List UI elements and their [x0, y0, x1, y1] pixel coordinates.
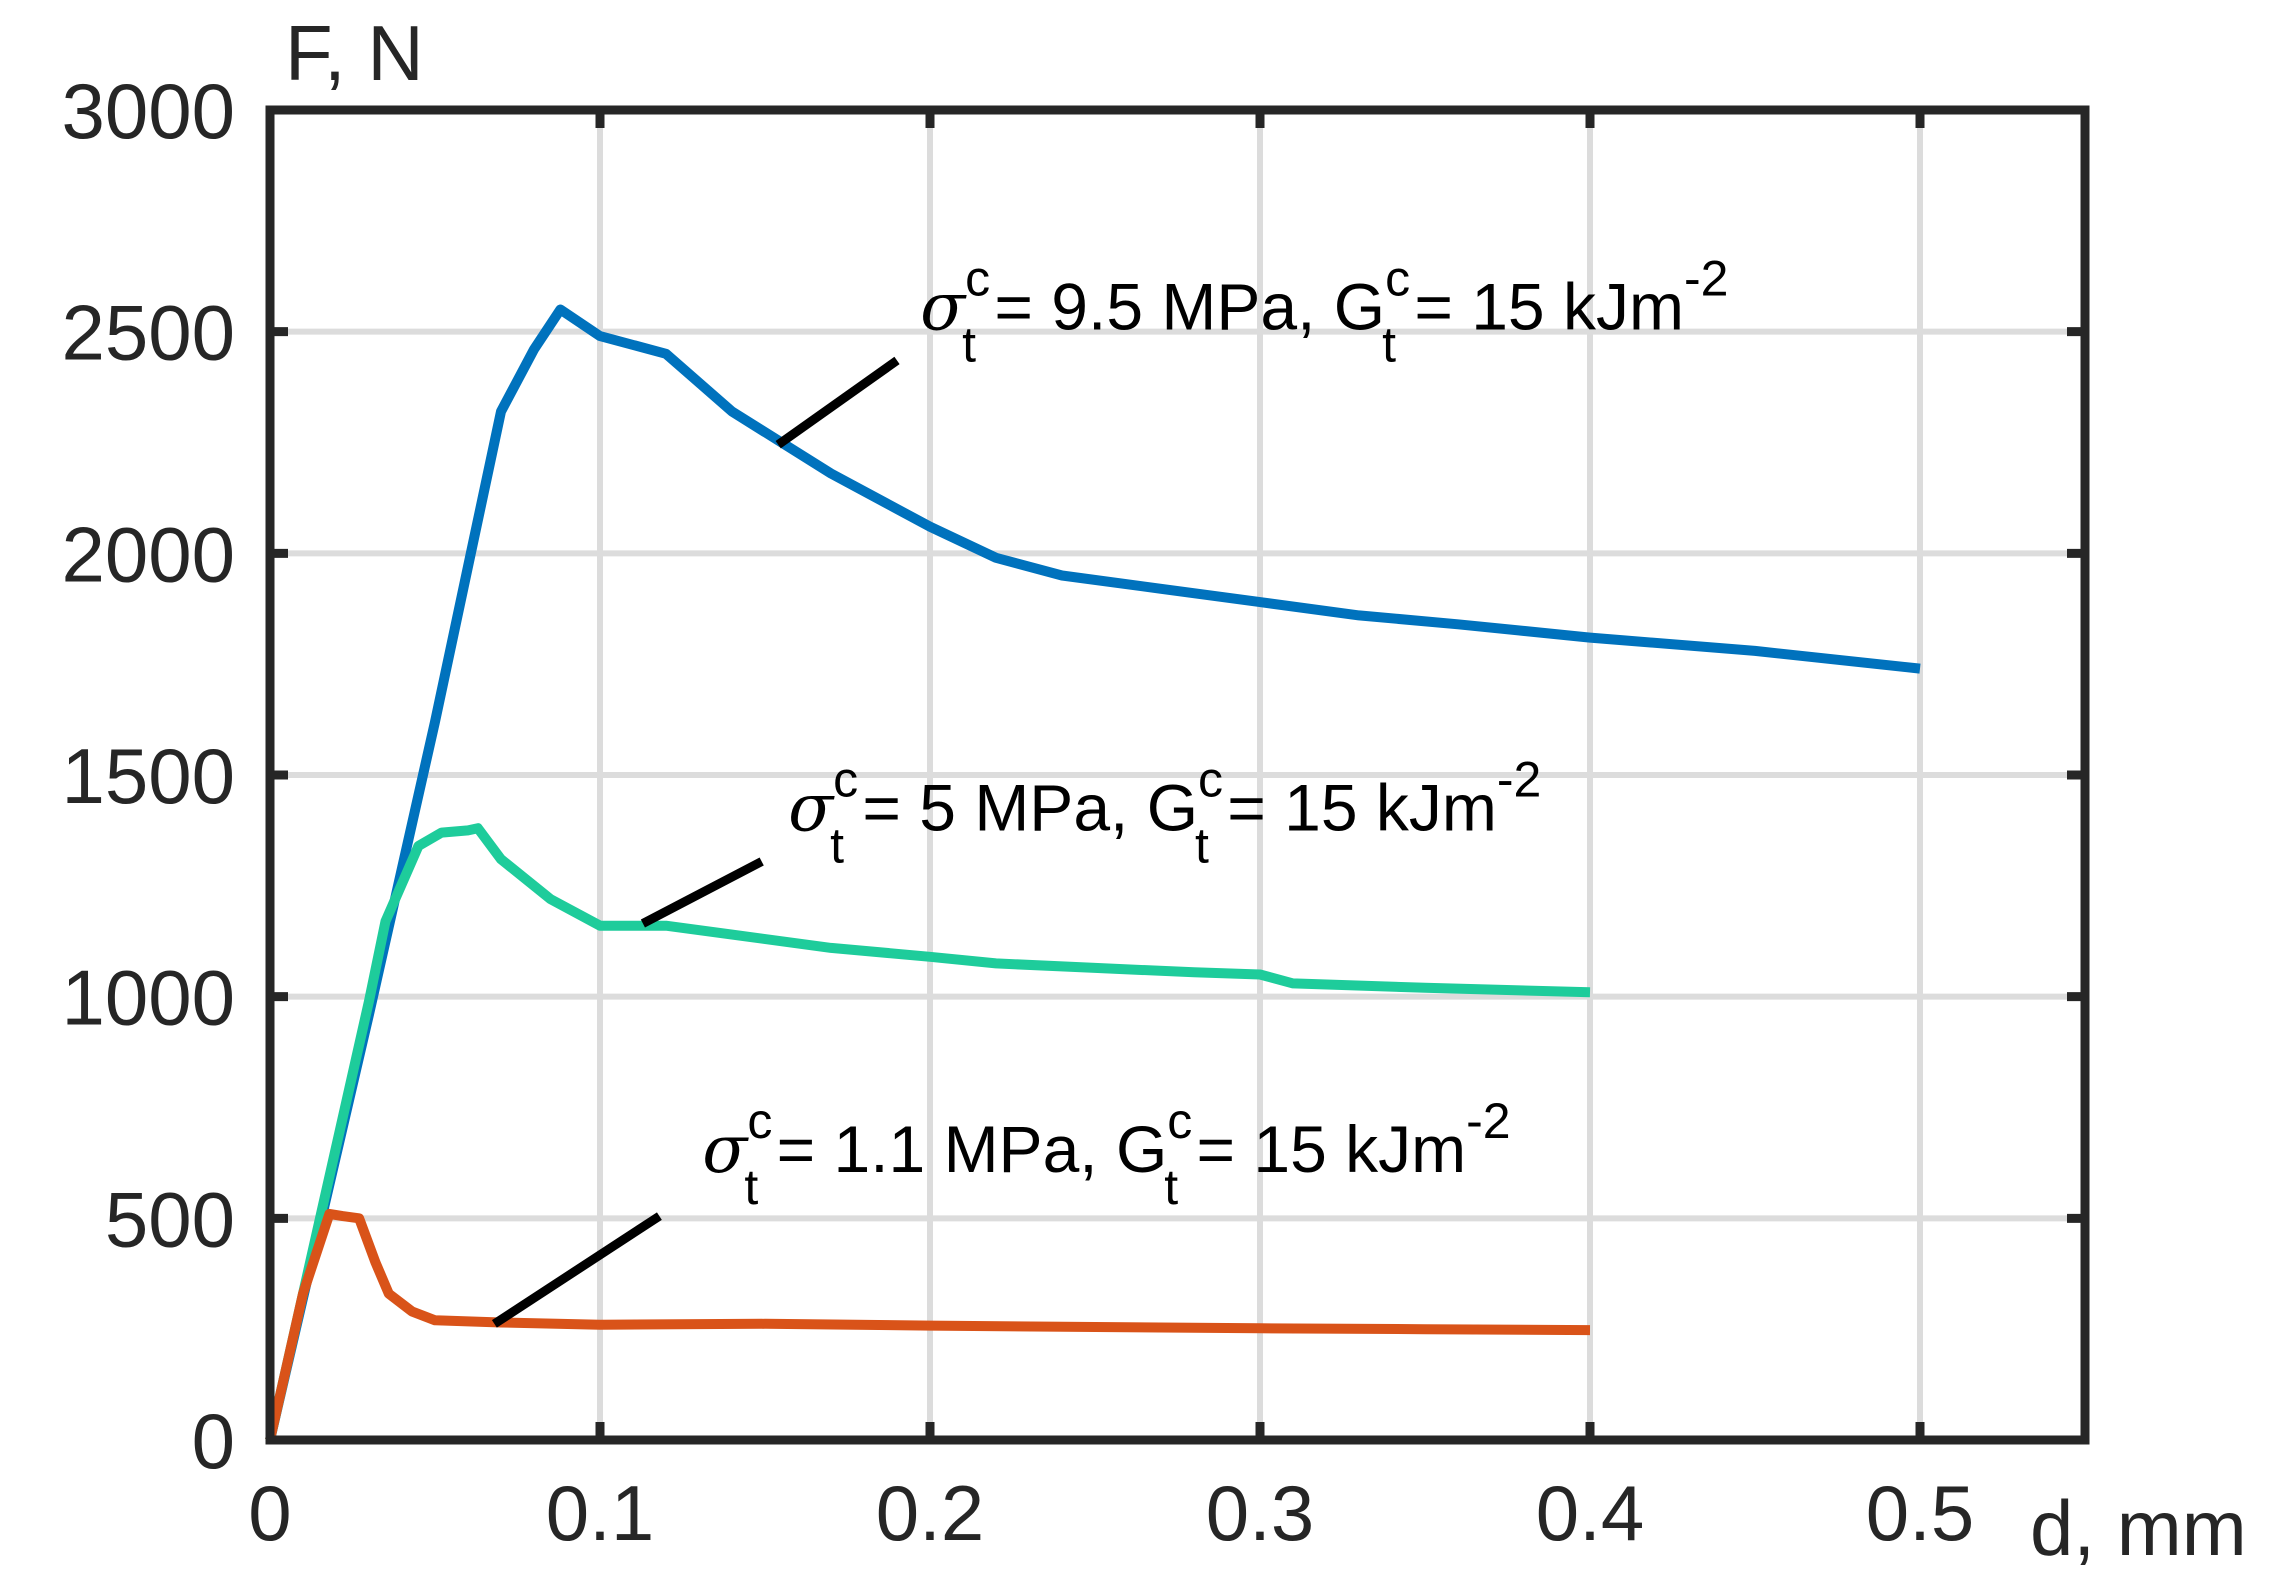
subscript: t	[1164, 1159, 1178, 1215]
series-line-3	[265, 1208, 1591, 1442]
superscript: -2	[1497, 751, 1541, 807]
x-tick-label-2: 0.2	[876, 1469, 984, 1557]
subscript: t	[830, 817, 844, 873]
annotation-pointer-3	[491, 1212, 662, 1328]
x-tick-label-1: 0.1	[546, 1469, 654, 1557]
annotation-text: = 15 kJm	[1178, 1112, 1466, 1186]
y-tick-label-2: 1000	[61, 954, 235, 1042]
tick-labels: 0 0.1 0.2 0.3 0.4 0.5 0 500 1000 1500 2000 2500 3000	[61, 67, 1974, 1557]
superscript: c	[1167, 1093, 1192, 1149]
annotation-text: = 15 kJm	[1396, 269, 1684, 343]
superscript: c	[1198, 751, 1223, 807]
data-series	[265, 304, 1921, 1442]
y-tick-label-0: 0	[192, 1397, 235, 1485]
annotations: σc t = 9.5 MPa, Gc t = 15 kJm-2σc t = 5 MPa…	[491, 250, 1728, 1328]
series-line-2	[265, 823, 1591, 1442]
superscript: c	[1385, 250, 1410, 306]
x-tick-label-4: 0.4	[1536, 1469, 1644, 1557]
annotation-label-3: σc t = 1.1 MPa, Gc t = 15 kJm-2	[702, 1093, 1510, 1215]
x-tick-label-3: 0.3	[1206, 1469, 1314, 1557]
x-tick-label-0: 0	[248, 1469, 291, 1557]
annotation-pointer-2	[640, 857, 764, 928]
annotation-text: = 5 MPa, G	[844, 770, 1198, 844]
annotation-text: = 15 kJm	[1209, 770, 1497, 844]
y-tick-label-4: 2000	[61, 510, 235, 598]
annotation-text: = 9.5 MPa, G	[976, 269, 1385, 343]
annotation-pointer-1	[775, 356, 900, 449]
sigma-symbol: σ	[920, 268, 967, 345]
subscript: t	[1195, 817, 1209, 873]
sigma-symbol: σ	[788, 769, 835, 846]
annotation-label-1: σc t = 9.5 MPa, Gc t = 15 kJm-2	[920, 250, 1728, 372]
annotation-text: = 1.1 MPa, G	[758, 1112, 1167, 1186]
subscript: t	[1382, 316, 1396, 372]
grid-lines	[270, 110, 2085, 1440]
superscript: c	[965, 250, 990, 306]
y-tick-label-6: 3000	[61, 67, 235, 155]
y-tick-label-5: 2500	[61, 289, 235, 377]
annotation-label-2: σc t = 5 MPa, Gc t = 15 kJm-2	[788, 751, 1541, 873]
x-axis-title: d, mm	[2030, 1484, 2247, 1572]
axes	[265, 105, 2090, 1445]
y-axis-title: F, N	[285, 9, 424, 97]
superscript: -2	[1684, 250, 1728, 306]
y-tick-label-1: 500	[105, 1175, 235, 1263]
subscript: t	[962, 316, 976, 372]
x-tick-label-5: 0.5	[1866, 1469, 1974, 1557]
sigma-symbol: σ	[702, 1111, 749, 1188]
superscript: c	[747, 1093, 772, 1149]
superscript: -2	[1466, 1093, 1510, 1149]
subscript: t	[744, 1159, 758, 1215]
superscript: c	[833, 751, 858, 807]
y-tick-label-3: 1500	[61, 732, 235, 820]
